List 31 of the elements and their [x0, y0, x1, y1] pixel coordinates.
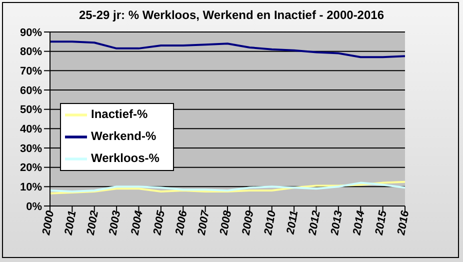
x-tick-label: 2006: [174, 208, 190, 237]
y-tick-label: 90%: [20, 26, 42, 39]
chart-title: 25-29 jr: % Werkloos, Werkend en Inactief - 2000-2016: [78, 8, 386, 22]
x-tick-label: 2015: [373, 208, 390, 237]
x-tick-label: 2007: [196, 208, 212, 237]
x-tick-label: 2002: [84, 210, 102, 237]
y-tick-label: 10%: [20, 182, 42, 194]
x-tick-label: 2012: [306, 210, 323, 237]
y-tick-label: 30%: [20, 142, 42, 155]
x-tick-label: 2010: [262, 208, 279, 237]
y-tick-label: 60%: [20, 84, 42, 97]
x-tick-label: 2013: [328, 210, 346, 237]
x-tick-label: 2011: [284, 210, 301, 236]
y-tick-label: 20%: [20, 162, 42, 174]
y-tick-label: 70%: [20, 66, 42, 78]
legend-label: Werkloos-%: [91, 151, 160, 166]
x-tick-label: 2008: [218, 208, 234, 237]
legend-label: Inactief-%: [91, 107, 148, 122]
y-tick-label: 80%: [20, 46, 42, 58]
x-tick-label: 2004: [129, 210, 146, 237]
x-tick-label: 2003: [106, 210, 124, 237]
y-tick-label: 50%: [20, 104, 42, 116]
y-tick-label: 40%: [20, 124, 42, 136]
x-tick-label: 2016: [395, 208, 412, 237]
x-tick-label: 2000: [40, 208, 57, 237]
x-tick-label: 2014: [351, 210, 368, 237]
x-tick-label: 2005: [151, 208, 168, 237]
y-tick-label: 0%: [26, 200, 42, 213]
x-tick-label: 2009: [240, 208, 256, 237]
legend-label: Werkend-%: [91, 129, 156, 144]
x-tick-label: 2001: [62, 210, 79, 237]
